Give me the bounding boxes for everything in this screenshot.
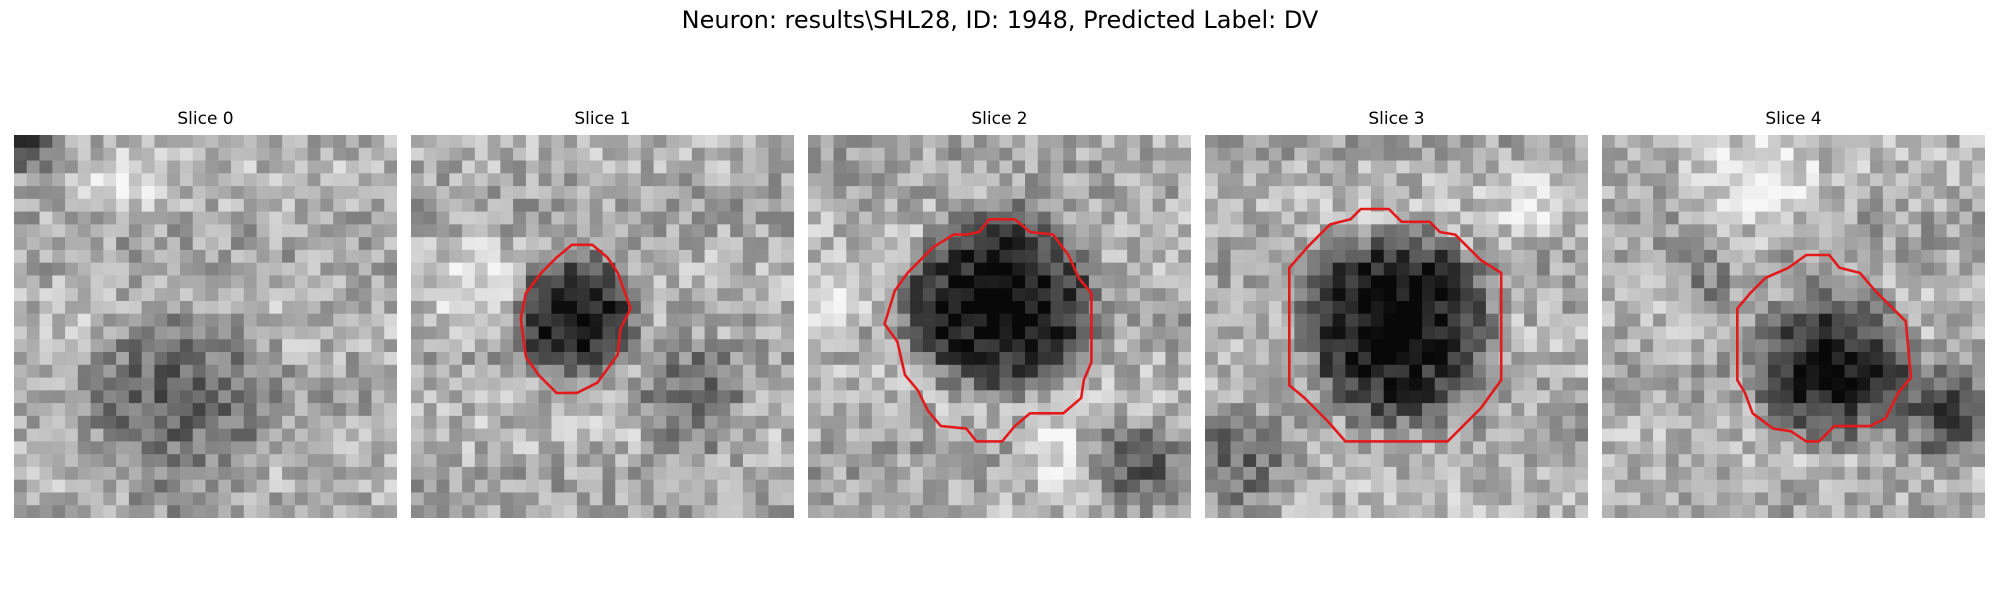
pixel-grid bbox=[14, 135, 397, 518]
slice-title: Slice 0 bbox=[177, 109, 234, 129]
slice-title: Slice 4 bbox=[1765, 109, 1822, 129]
slice-panel-1: Slice 1 bbox=[411, 0, 794, 600]
neuron-contour bbox=[519, 243, 632, 395]
pixel-grid bbox=[808, 135, 1191, 518]
slice-panel-2: Slice 2 bbox=[808, 0, 1191, 600]
slice-panel-3: Slice 3 bbox=[1205, 0, 1588, 600]
figure-title: Neuron: results\SHL28, ID: 1948, Predict… bbox=[681, 6, 1319, 34]
pixel-grid bbox=[411, 135, 794, 518]
neuron-contour bbox=[1288, 207, 1503, 443]
slice-image bbox=[14, 135, 397, 518]
slice-title: Slice 3 bbox=[1368, 109, 1425, 129]
neuron-contour bbox=[1736, 253, 1913, 443]
slice-title: Slice 1 bbox=[574, 109, 631, 129]
pixel-grid bbox=[1602, 135, 1985, 518]
slice-title: Slice 2 bbox=[971, 109, 1028, 129]
slice-panel-0: Slice 0 bbox=[14, 0, 397, 600]
neuron-contour bbox=[883, 218, 1093, 443]
slice-image bbox=[1205, 135, 1588, 518]
slice-image bbox=[808, 135, 1191, 518]
slice-panel-4: Slice 4 bbox=[1602, 0, 1985, 600]
pixel-grid bbox=[1205, 135, 1588, 518]
slice-image bbox=[411, 135, 794, 518]
slice-image bbox=[1602, 135, 1985, 518]
